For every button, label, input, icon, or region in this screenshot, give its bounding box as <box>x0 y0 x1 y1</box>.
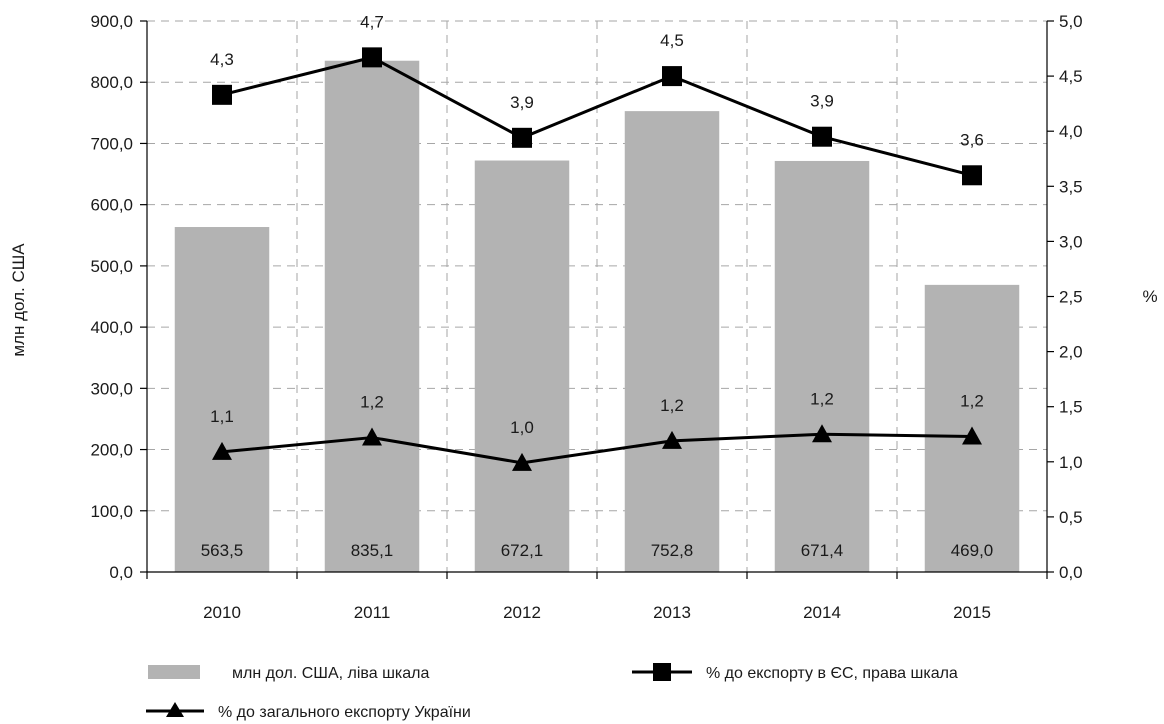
grid-lines <box>147 20 1047 572</box>
eu-export-value-label: 3,6 <box>960 130 984 149</box>
bar-value-label: 469,0 <box>951 541 994 560</box>
triangle-marker <box>662 430 682 449</box>
line-total-export <box>221 432 973 465</box>
y-left-tick-label: 100,0 <box>90 502 133 521</box>
square-marker <box>662 66 682 87</box>
bar <box>474 160 570 572</box>
data-labels: 563,5 835,1 672,1 752,8 671,4 469,0 4,3 4,7 3,9 4… <box>201 12 994 560</box>
bar-value-label: 672,1 <box>501 541 544 560</box>
y-left-tick-label: 200,0 <box>90 441 133 460</box>
y-left-tick-label: 400,0 <box>90 318 133 337</box>
x-tick-label: 2011 <box>354 603 391 622</box>
y-right-tick-label: 5,0 <box>1059 12 1083 31</box>
bar-value-label: 671,4 <box>801 541 844 560</box>
bar-value-label: 752,8 <box>651 541 694 560</box>
square-marker <box>962 165 982 186</box>
eu-export-value-label: 3,9 <box>510 93 534 112</box>
y-right-tick-label: 0,5 <box>1059 508 1083 527</box>
legend-item-total-export: % до загального експорту України <box>146 702 471 721</box>
bar-value-label: 563,5 <box>201 541 244 560</box>
square-marker <box>512 127 532 148</box>
triangle-marker <box>812 424 832 443</box>
total-export-value-label: 1,2 <box>360 393 384 412</box>
x-tick-label: 2012 <box>503 603 541 622</box>
y-right-tick-label: 4,0 <box>1059 122 1083 141</box>
y-right-tick-label: 0,0 <box>1059 563 1083 582</box>
y-right-tick-label: 2,5 <box>1059 288 1083 307</box>
legend: млн дол. США, ліва шкала % до експорту в… <box>146 663 958 721</box>
y-left-axis-title: млн дол. США <box>9 243 28 357</box>
y-left-tick-label: 0,0 <box>109 563 133 582</box>
eu-export-value-label: 4,3 <box>210 50 234 69</box>
line-series <box>212 47 982 471</box>
bar <box>324 60 420 573</box>
x-tick-label: 2015 <box>953 603 991 622</box>
y-right-tick-label: 3,5 <box>1059 177 1083 196</box>
y-left-tick-label: 300,0 <box>90 379 133 398</box>
legend-bar-swatch <box>148 665 200 679</box>
legend-item-eu-export: % до експорту в ЄС, права шкала <box>632 663 958 682</box>
y-right-tick-label: 2,0 <box>1059 343 1083 362</box>
legend-label-eu: % до експорту в ЄС, права шкала <box>706 665 958 682</box>
legend-item-bars: млн дол. США, ліва шкала <box>148 665 429 682</box>
y-left-tick-label: 700,0 <box>90 134 133 153</box>
y-right-axis-title: % <box>1142 287 1157 306</box>
line-eu-export <box>221 55 973 177</box>
y-right-tick-label: 1,5 <box>1059 398 1083 417</box>
total-export-value-label: 1,2 <box>810 389 834 408</box>
legend-triangle-marker <box>166 702 184 717</box>
legend-square-marker <box>653 663 671 681</box>
y-left-tick-label: 600,0 <box>90 196 133 215</box>
y-left-tick-label: 900,0 <box>90 12 133 31</box>
total-export-value-label: 1,1 <box>210 407 234 426</box>
triangle-marker <box>962 426 982 445</box>
bar <box>174 227 270 573</box>
total-export-value-label: 1,2 <box>960 391 984 410</box>
y-right-tick-label: 3,0 <box>1059 232 1083 251</box>
axes: 0,0 100,0 200,0 300,0 400,0 500,0 600,0 700,0 80… <box>90 12 1082 622</box>
x-tick-label: 2014 <box>803 603 841 622</box>
eu-export-value-label: 4,7 <box>360 12 384 31</box>
triangle-marker <box>362 427 382 446</box>
total-export-value-label: 1,2 <box>660 396 684 415</box>
y-right-tick-label: 4,5 <box>1059 67 1083 86</box>
eu-export-value-label: 3,9 <box>810 92 834 111</box>
x-tick-label: 2010 <box>203 603 241 622</box>
bar-value-label: 835,1 <box>351 541 394 560</box>
y-right-tick-label: 1,0 <box>1059 453 1083 472</box>
legend-label-total: % до загального експорту України <box>218 704 471 721</box>
square-marker <box>362 47 382 68</box>
eu-export-value-label: 4,5 <box>660 31 684 50</box>
y-left-tick-label: 500,0 <box>90 257 133 276</box>
square-marker <box>812 126 832 147</box>
bar <box>774 160 870 573</box>
square-marker <box>212 84 232 105</box>
triangle-marker <box>512 452 532 471</box>
triangle-marker <box>212 441 232 460</box>
total-export-value-label: 1,0 <box>510 418 534 437</box>
y-left-tick-label: 800,0 <box>90 73 133 92</box>
x-tick-label: 2013 <box>653 603 691 622</box>
bar <box>624 111 720 572</box>
legend-label-bars: млн дол. США, ліва шкала <box>232 665 429 682</box>
bar-series <box>174 60 1020 573</box>
